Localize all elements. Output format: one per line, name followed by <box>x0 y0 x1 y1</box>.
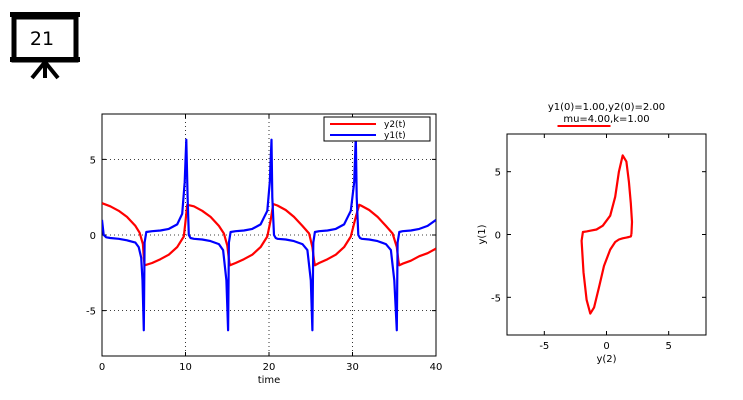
series-line-0 <box>580 154 634 315</box>
plot-frame <box>506 133 707 336</box>
x-tick-label: 5 <box>666 341 672 352</box>
y-axis-label: y(1) <box>477 224 488 244</box>
chart-subtitle: mu=4.00,k=1.00 <box>563 114 649 125</box>
slide-number: 21 <box>29 28 55 50</box>
y-tick-label: 0 <box>495 231 501 242</box>
y-tick-label: -5 <box>491 293 501 304</box>
chart-title: y1(0)=1.00,y2(0)=2.00 <box>548 102 665 113</box>
x-axis-label: y(2) <box>596 354 616 365</box>
series-line-1 <box>102 135 436 332</box>
x-tick-label: 10 <box>179 362 192 373</box>
y-tick-label: -5 <box>86 307 96 318</box>
x-tick-label: 30 <box>346 362 359 373</box>
legend-label: y1(t) <box>384 131 406 141</box>
y-tick-label: 5 <box>495 168 501 179</box>
x-tick-label: 0 <box>603 341 609 352</box>
y-tick-label: 0 <box>90 231 96 242</box>
x-tick-label: 20 <box>263 362 276 373</box>
presentation-board-icon <box>10 12 80 80</box>
y-tick-label: 5 <box>90 155 96 166</box>
x-tick-label: -5 <box>539 341 549 352</box>
x-tick-label: 0 <box>99 362 105 373</box>
x-axis-label: time <box>258 375 281 386</box>
series-line-0 <box>102 202 436 267</box>
legend-box <box>323 116 431 142</box>
x-tick-label: 40 <box>430 362 443 373</box>
legend-label: y2(t) <box>384 120 406 130</box>
